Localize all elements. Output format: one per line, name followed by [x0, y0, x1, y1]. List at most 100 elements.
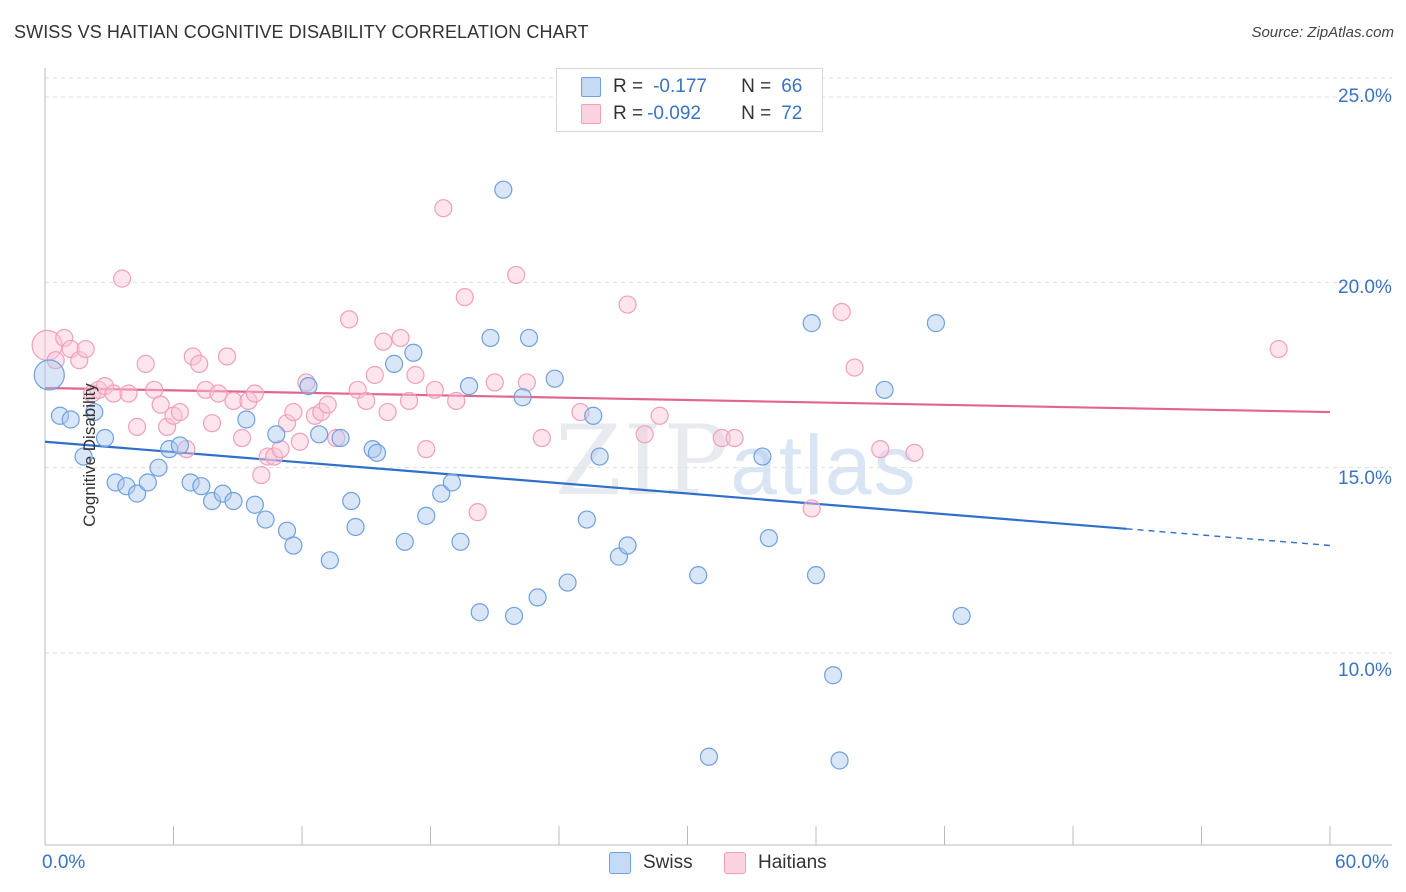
legend-row-swiss: R = -0.177 N = 66 — [581, 74, 802, 100]
haitian-point-67 — [802, 499, 821, 518]
bottom-legend-haitians: Haitians — [724, 852, 827, 874]
haitian-point-44 — [357, 391, 376, 411]
haitian-point-4 — [70, 351, 89, 370]
haitian-point-55 — [455, 288, 474, 307]
haitian-point-52 — [425, 380, 444, 399]
haitian-point-20 — [183, 347, 202, 366]
gridlines — [45, 77, 1392, 654]
haitian-point-48 — [391, 328, 410, 348]
source-label: Source: ZipAtlas.com — [1251, 24, 1394, 41]
swiss-point-54 — [689, 566, 708, 585]
haitian-point-54 — [447, 391, 466, 411]
swiss-point-28 — [342, 491, 361, 511]
haitian-point-50 — [406, 365, 425, 385]
haitian-point-2 — [55, 328, 74, 348]
swiss-point-19 — [245, 495, 264, 514]
haitian-point-46 — [374, 332, 393, 351]
bottom-haitians-label: Haitians — [758, 852, 827, 873]
swiss-point-8 — [127, 484, 147, 503]
legend-row-haitians: R = -0.092 N = 72 — [581, 101, 802, 127]
haitian-point-70 — [871, 440, 890, 459]
swiss-n-value: 66 — [781, 76, 803, 97]
haitian-point-24 — [209, 384, 228, 403]
haitian-point-56 — [468, 503, 487, 522]
haitian-point-16 — [157, 417, 177, 436]
swiss-point-55 — [699, 747, 719, 766]
haitian-point-47 — [378, 402, 397, 422]
haitian-point-71 — [905, 443, 924, 462]
haitian-point-30 — [252, 465, 271, 485]
swiss-point-10 — [149, 458, 168, 477]
haitian-point-10 — [112, 269, 132, 288]
haitians-r-label: R = — [613, 103, 644, 124]
haitian-point-66 — [725, 428, 744, 448]
haitian-point-59 — [517, 373, 536, 392]
swiss-point-50 — [584, 406, 603, 425]
haitian-point-62 — [618, 295, 637, 314]
haitian-point-27 — [232, 428, 252, 448]
haitian-point-63 — [635, 425, 654, 444]
swiss-point-1 — [50, 406, 70, 425]
y-tick-15: 15.0% — [1338, 468, 1392, 489]
y-axis-label: Cognitive Disability — [79, 383, 99, 527]
swiss-point-5 — [95, 428, 115, 448]
swiss-r-label: R = — [613, 76, 644, 97]
swiss-point-21 — [267, 425, 286, 444]
swiss-point-51 — [590, 447, 609, 466]
haitian-point-15 — [151, 395, 170, 414]
haitian-point-39 — [312, 402, 331, 422]
axes — [44, 68, 1392, 846]
swiss-point-12 — [170, 436, 190, 455]
haitian-point-13 — [136, 354, 155, 373]
swiss-point-33 — [395, 532, 414, 551]
haitian-point-29 — [245, 384, 264, 403]
swiss-swatch — [581, 77, 601, 97]
haitian-point-11 — [119, 384, 138, 403]
haitian-point-65 — [712, 428, 731, 448]
swiss-point-60 — [824, 666, 843, 685]
swiss-point-62 — [875, 380, 894, 399]
swiss-point-29 — [346, 517, 365, 537]
haitian-point-21 — [190, 354, 209, 373]
swiss-point-49 — [577, 510, 596, 529]
haitian-point-72 — [1269, 339, 1288, 359]
swiss-point-0 — [33, 359, 65, 391]
haitians-r-value: -0.092 — [647, 103, 701, 124]
swiss-n-label: N = — [741, 76, 772, 97]
swiss-point-18 — [237, 410, 256, 429]
chart-title: SWISS VS HAITIAN COGNITIVE DISABILITY CO… — [14, 22, 589, 42]
swiss-point-27 — [331, 428, 350, 448]
swiss-point-46 — [528, 588, 547, 607]
haitian-point-9 — [104, 384, 123, 403]
haitian-point-32 — [265, 447, 284, 466]
swiss-point-39 — [459, 377, 479, 396]
haitian-point-40 — [318, 395, 337, 414]
swiss-r-value: -0.177 — [653, 76, 707, 97]
correlation-legend: R = -0.177 N = 66 R = -0.092 N = 72 — [556, 68, 823, 132]
swiss-point-9 — [138, 473, 157, 492]
swiss-point-37 — [442, 473, 462, 492]
bottom-legend-swiss: Swiss — [609, 852, 693, 874]
haitian-point-57 — [485, 373, 504, 392]
bottom-haitians-swatch — [724, 852, 746, 874]
swiss-point-61 — [830, 751, 849, 770]
haitian-point-36 — [290, 432, 309, 451]
haitians-swatch — [581, 104, 601, 124]
swiss-point-2 — [61, 410, 80, 429]
haitian-point-45 — [365, 365, 384, 385]
haitian-point-28 — [239, 391, 258, 411]
haitian-point-33 — [271, 440, 290, 459]
swiss-point-45 — [519, 328, 539, 348]
swiss-point-53 — [618, 536, 637, 555]
swiss-point-13 — [181, 473, 200, 492]
swiss-point-25 — [310, 425, 329, 444]
swiss-point-40 — [470, 603, 489, 622]
haitian-point-60 — [532, 428, 551, 448]
swiss-point-6 — [106, 473, 125, 492]
swiss-point-11 — [160, 440, 179, 459]
swiss-point-63 — [926, 314, 946, 333]
swiss-point-23 — [284, 536, 303, 555]
swiss-point-17 — [224, 491, 243, 511]
swiss-point-20 — [256, 510, 275, 529]
